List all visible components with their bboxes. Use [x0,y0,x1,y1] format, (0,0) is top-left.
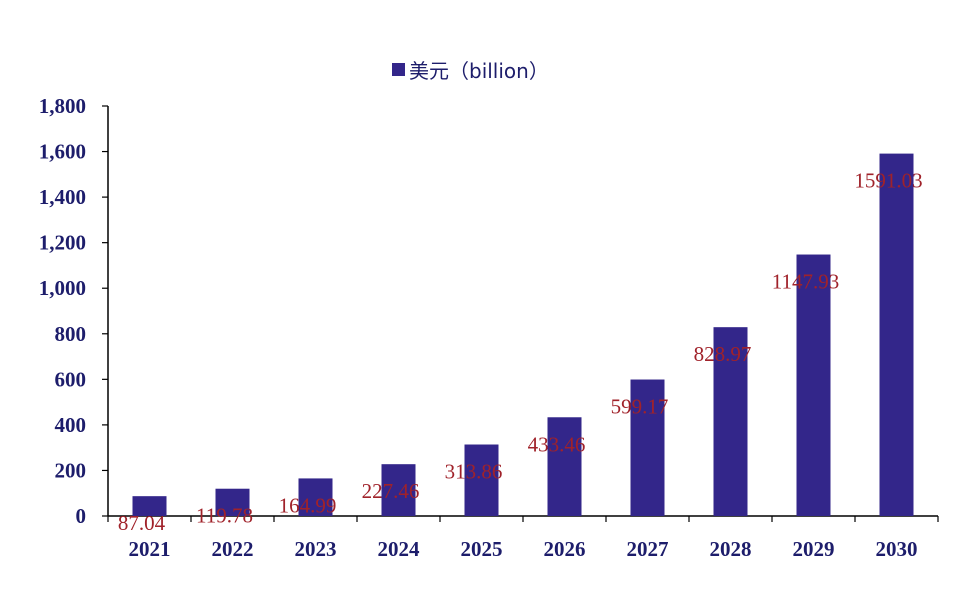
bar [381,464,416,516]
y-tick-label: 1,600 [39,140,86,164]
data-label: 599.17 [611,395,669,419]
bar [547,417,582,516]
legend-swatch [392,63,405,76]
bar [879,153,914,516]
y-tick-label: 1,200 [39,231,86,255]
bar [215,488,250,516]
bars [132,153,914,517]
data-labels: 87.04 119.78 164.99 227.46 313.86 433.46 599.1… [118,169,923,536]
y-tick-label: 1,800 [39,94,86,118]
bar [298,478,333,516]
data-label: 1591.03 [854,169,922,193]
x-tick-label: 2023 [295,537,337,561]
x-tick-label: 2024 [378,537,421,561]
x-tick-label: 2025 [461,537,503,561]
x-tick-label: 2029 [793,537,835,561]
x-tick-label: 2027 [627,537,669,561]
legend-label: 美元（billion） [409,59,549,83]
data-label: 828.97 [694,342,752,366]
bar [796,254,831,517]
data-label: 313.86 [445,460,503,484]
axes: 0 200 400 600 800 1,000 1,200 1,400 1,600 1,800 20… [39,94,939,561]
legend: 美元（billion） [392,59,549,83]
y-tick-label: 400 [55,413,87,437]
x-tick-label: 2022 [212,537,254,561]
x-tick-label: 2030 [876,537,918,561]
y-tick-label: 200 [55,458,87,482]
data-label: 1147.93 [772,270,839,294]
data-label: 433.46 [528,432,586,456]
bar [132,496,167,516]
x-tick-label: 2026 [544,537,586,561]
y-tick-label: 1,400 [39,185,86,209]
bar [713,327,748,516]
data-label: 227.46 [362,479,420,503]
y-tick-label: 0 [76,504,87,528]
x-tick-label: 2021 [129,537,171,561]
data-label: 119.78 [196,504,253,528]
bar [630,379,665,516]
data-label: 87.04 [118,511,166,535]
y-tick-label: 600 [55,367,87,391]
data-label: 164.99 [279,493,337,517]
bar [464,444,499,516]
y-tick-label: 1,000 [39,276,86,300]
y-tick-label: 800 [55,322,87,346]
x-tick-label: 2028 [710,537,752,561]
